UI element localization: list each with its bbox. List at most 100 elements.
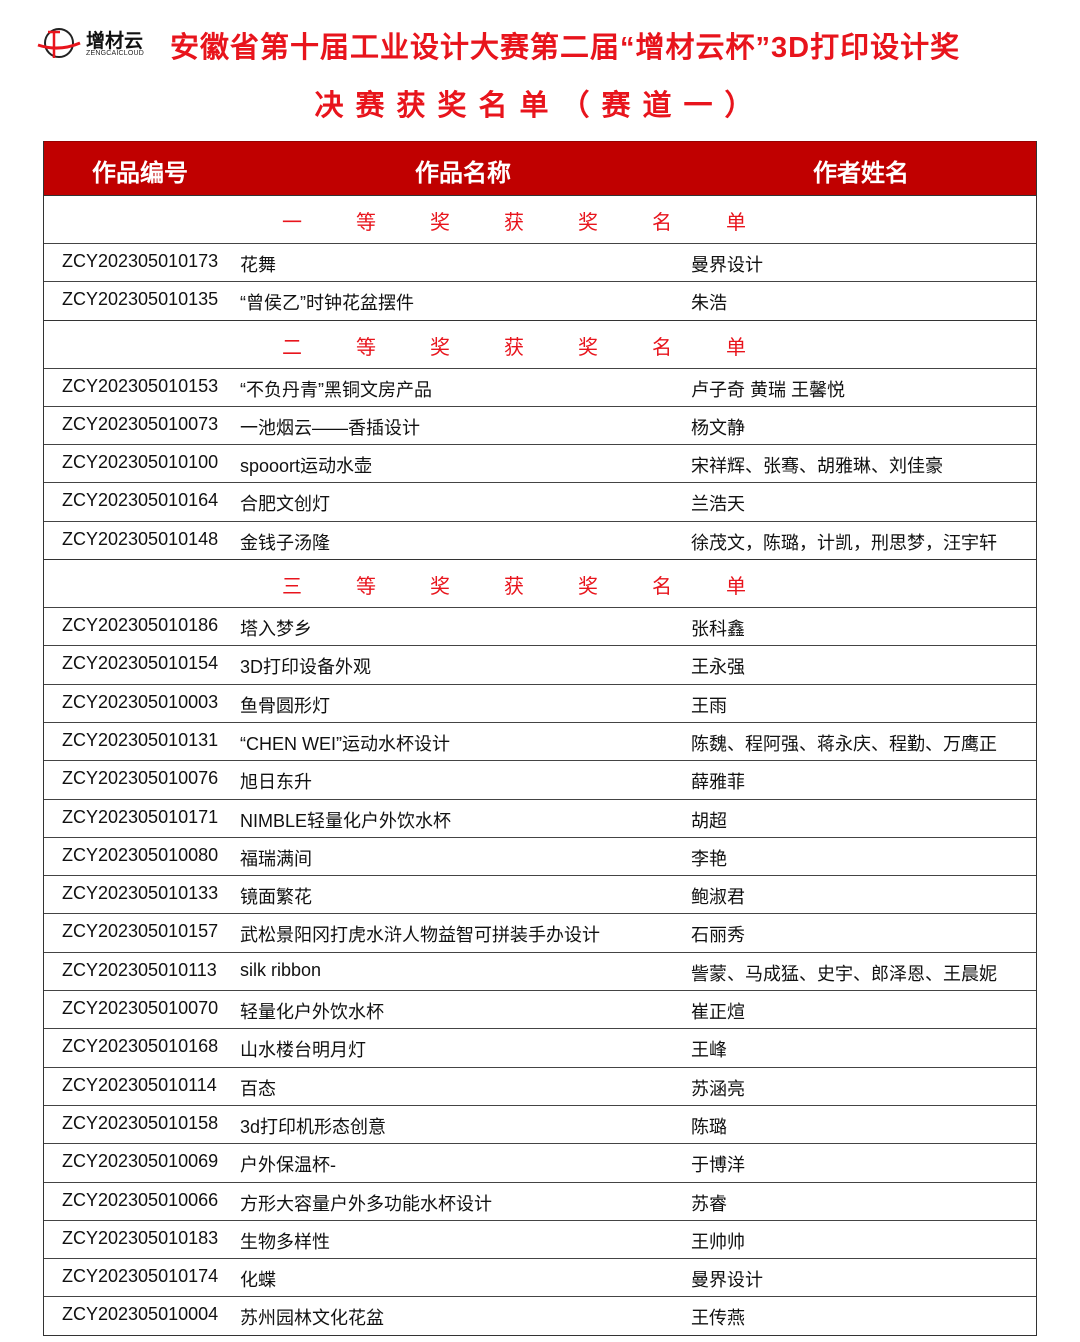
author-names: 徐茂文，陈璐，计凯，刑思梦，汪宇轩 [691,532,997,553]
author-names: 胡超 [691,810,727,831]
work-id: ZCY202305010100 [62,452,219,473]
table-row: ZCY202305010004 苏州园林文化花盆 王传燕 [44,1296,1036,1334]
section-heading: 一等奖获奖名单 [44,195,1036,243]
work-id: ZCY202305010168 [62,1036,219,1057]
table-row: ZCY202305010183 生物多样性 王帅帅 [44,1219,1036,1258]
work-id: ZCY202305010158 [62,1112,219,1133]
section-heading-char: 奖 [430,212,450,234]
section-heading-char: 等 [356,212,376,234]
work-title: 3d打印机形态创意 [240,1116,387,1137]
work-id: ZCY202305010076 [62,768,219,789]
section-heading-char: 三 [282,576,302,599]
work-title: 山水楼台明月灯 [240,1040,366,1061]
author-names: 王雨 [691,695,727,716]
table-row: ZCY202305010173 花舞 曼界设计 [44,243,1036,281]
table-row: ZCY202305010073 一池烟云——香插设计 杨文静 [44,405,1036,444]
section-heading-char: 奖 [578,336,598,359]
header-id: 作品编号 [92,160,188,187]
work-title: 生物多样性 [240,1231,330,1252]
author-names: 曼界设计 [691,255,763,275]
table-row: ZCY202305010148 金钱子汤隆 徐茂文，陈璐，计凯，刑思梦，汪宇轩 [44,520,1036,559]
table-row: ZCY202305010131 “CHEN WEI”运动水杯设计 陈魏、程阿强、蒋永… [44,721,1036,760]
author-names: 宋祥辉、张骞、胡雅琳、刘佳豪 [691,456,943,477]
work-title: 福瑞满间 [240,848,312,869]
table-row: ZCY202305010066 方形大容量户外多功能水杯设计 苏睿 [44,1181,1036,1220]
table-row: ZCY202305010168 山水楼台明月灯 王峰 [44,1028,1036,1066]
work-id: ZCY202305010133 [62,883,219,904]
work-id: ZCY202305010135 [62,289,219,310]
work-id: ZCY202305010069 [62,1151,219,1172]
work-id: ZCY202305010183 [62,1227,219,1248]
author-names: 石丽秀 [691,925,745,946]
work-title: 百态 [240,1078,276,1099]
table-row: ZCY202305010153 “不负丹青”黑铜文房产品 卢子奇 黄瑞 王馨悦 [44,367,1036,406]
section-heading: 三等奖获奖名单 [44,559,1036,607]
work-id: ZCY202305010186 [62,615,219,636]
logo-globe-icon [37,28,81,58]
work-title: 轻量化户外饮水杯 [240,1002,384,1023]
section-heading-char: 单 [726,576,746,599]
section-heading-char: 获 [504,576,524,599]
section-heading-char: 单 [726,212,746,234]
work-id: ZCY202305010164 [62,490,219,511]
work-title: silk ribbon [240,959,322,980]
work-id: ZCY202305010174 [62,1266,219,1287]
section-heading-char: 奖 [430,336,450,359]
author-names: 王传燕 [691,1308,745,1329]
work-title: 武松景阳冈打虎水浒人物益智可拼装手办设计 [240,925,600,946]
work-title: 鱼骨圆形灯 [240,695,330,716]
section-heading-char: 奖 [578,576,598,599]
table-row: ZCY202305010158 3d打印机形态创意 陈璐 [44,1104,1036,1143]
work-id: ZCY202305010171 [62,806,219,827]
work-id: ZCY202305010153 [62,375,219,396]
table-row: ZCY202305010070 轻量化户外饮水杯 崔正煊 [44,990,1036,1028]
section-heading-char: 二 [282,336,302,359]
section-heading-char: 单 [726,336,746,359]
table-row: ZCY202305010003 鱼骨圆形灯 王雨 [44,683,1036,722]
logo-name: 增材云 [86,31,144,52]
work-id: ZCY202305010157 [62,921,219,942]
work-title: 3D打印设备外观 [240,657,372,678]
work-id: ZCY202305010073 [62,413,219,434]
award-table: 作品编号 作品名称 作者姓名 一等奖获奖名单 ZCY202305010173 花舞曼… [43,141,1037,1336]
work-title: spooort运动水壶 [240,456,373,477]
author-names: 王峰 [691,1040,727,1061]
section-heading-char: 获 [504,212,524,234]
work-title: NIMBLE轻量化户外饮水杯 [240,810,452,831]
work-title: 方形大容量户外多功能水杯设计 [240,1193,492,1214]
header-title: 作品名称 [415,160,511,187]
author-names: 张科鑫 [691,619,745,640]
table-row: ZCY202305010186 塔入梦乡 张科鑫 [44,607,1036,645]
author-names: 朱浩 [691,293,727,314]
work-title: 花舞 [240,255,276,275]
work-id: ZCY202305010131 [62,729,219,750]
author-names: 苏涵亮 [691,1078,745,1099]
work-id: ZCY202305010148 [62,528,219,549]
author-names: 兰浩天 [691,494,745,515]
author-names: 崔正煊 [691,1002,745,1023]
work-id: ZCY202305010154 [62,653,219,674]
work-id: ZCY202305010004 [62,1304,219,1325]
work-title: 户外保温杯- [240,1155,336,1176]
section-heading-char: 名 [652,336,672,359]
work-id: ZCY202305010173 [62,251,219,271]
logo: 增材云 ZENGCAICLOUD [36,24,151,62]
table-row: ZCY202305010154 3D打印设备外观 王永强 [44,645,1036,683]
table-row: ZCY202305010076 旭日东升 薛雅菲 [44,760,1036,798]
table-row: ZCY202305010135 “曾侯乙”时钟花盆摆件 朱浩 [44,281,1036,319]
section-heading-char: 获 [504,336,524,359]
work-id: ZCY202305010003 [62,691,219,712]
table-row: ZCY202305010157 武松景阳冈打虎水浒人物益智可拼装手办设计 石丽秀 [44,913,1036,951]
work-id: ZCY202305010066 [62,1189,219,1210]
table-row: ZCY202305010100 spooort运动水壶 宋祥辉、张骞、胡雅琳、刘佳豪 [44,444,1036,482]
author-names: 王永强 [691,657,745,678]
author-names: 于博洋 [691,1155,745,1176]
section-heading-char: 等 [356,336,376,359]
section-heading-char: 名 [652,576,672,599]
section-heading-char: 等 [356,576,376,599]
author-names: 杨文静 [691,417,745,438]
work-title: “曾侯乙”时钟花盆摆件 [240,293,414,314]
work-id: ZCY202305010114 [62,1074,217,1095]
author-names: 苏睿 [691,1193,727,1214]
table-row: ZCY202305010164 合肥文创灯 兰浩天 [44,482,1036,520]
